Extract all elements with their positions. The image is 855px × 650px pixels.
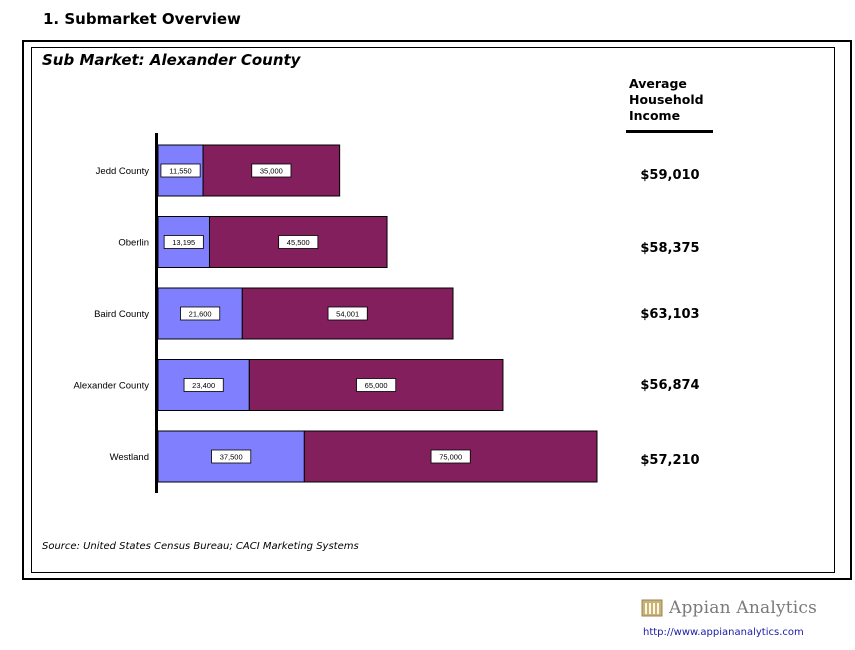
- category-label: Jedd County: [96, 166, 150, 177]
- outer-frame: [22, 40, 852, 580]
- y-axis: [155, 133, 158, 493]
- data-label-box: [278, 235, 319, 249]
- section-title: 1. Submarket Overview: [43, 10, 241, 28]
- category-label: Alexander County: [73, 381, 149, 392]
- appian-logo: Appian Analytics: [641, 598, 817, 618]
- income-value: $63,103: [640, 307, 700, 322]
- data-label-box: [211, 449, 252, 464]
- data-label: 23,400: [192, 381, 215, 390]
- income-column-header: Average Household Income: [629, 76, 729, 124]
- data-label: 13,195: [172, 238, 195, 247]
- data-label: 45,500: [287, 238, 310, 247]
- submarket-title: Sub Market: Alexander County: [42, 51, 301, 69]
- website-link[interactable]: http://www.appiananalytics.com: [643, 627, 804, 638]
- data-label: 54,001: [336, 310, 359, 319]
- income-value: $59,010: [640, 168, 700, 183]
- data-label: 35,000: [260, 167, 283, 176]
- data-label-box: [251, 163, 292, 178]
- logo-name: Appian Analytics: [669, 598, 818, 618]
- data-label-box: [180, 306, 221, 321]
- data-label-box: [160, 163, 201, 178]
- data-label-box: [163, 235, 204, 249]
- category-label: Oberlin: [118, 238, 149, 249]
- income-header-line-1: Average: [629, 76, 687, 91]
- data-label: 75,000: [439, 453, 462, 462]
- income-value: $58,375: [640, 241, 700, 256]
- category-label: Westland: [110, 452, 149, 463]
- income-header-line-3: Income: [629, 108, 681, 123]
- data-label-box: [327, 306, 368, 321]
- source-note: Source: United States Census Bureau; CAC…: [42, 541, 359, 552]
- income-value: $56,874: [640, 378, 700, 393]
- data-label-box: [430, 449, 471, 464]
- income-header-line-2: Household: [629, 92, 704, 107]
- data-label: 65,000: [365, 381, 388, 390]
- income-value: $57,210: [640, 453, 700, 468]
- data-label: 37,500: [220, 453, 243, 462]
- data-label: 11,550: [169, 167, 191, 176]
- columns-icon: [641, 599, 663, 617]
- income-header-rule: [626, 130, 713, 133]
- data-label-box: [183, 378, 224, 392]
- inner-frame: [31, 47, 835, 573]
- data-label-box: [356, 378, 397, 392]
- category-label: Baird County: [94, 309, 149, 320]
- data-label: 21,600: [189, 310, 212, 319]
